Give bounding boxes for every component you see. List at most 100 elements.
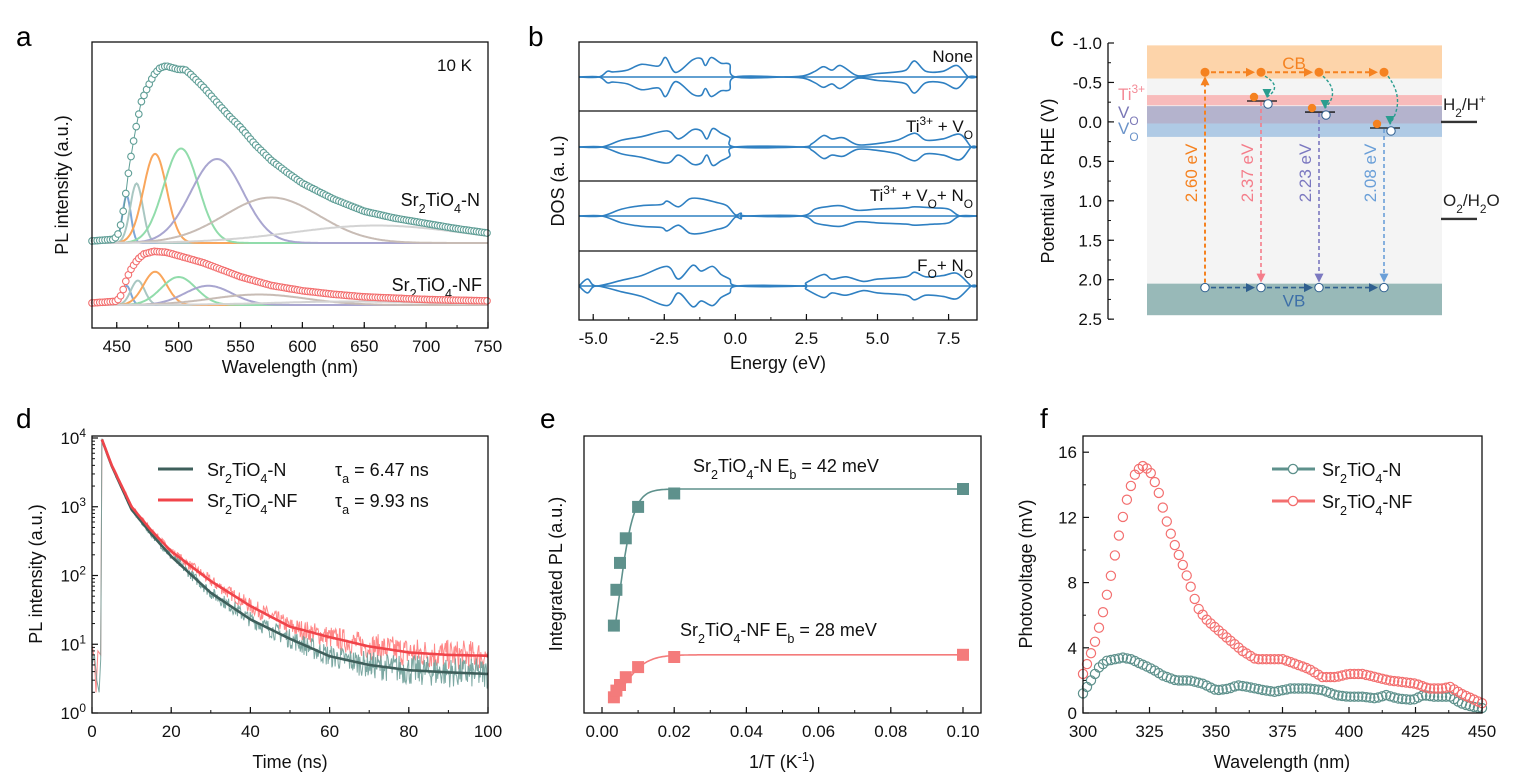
data-point (957, 483, 969, 495)
data-point (1333, 671, 1344, 682)
gaussian-component (104, 224, 489, 244)
series-1 (1077, 460, 1488, 709)
subplot-label: FO+ NO (917, 256, 973, 281)
series-0 (1077, 652, 1488, 714)
data-point (1384, 675, 1396, 686)
trapped-electron (1249, 92, 1259, 102)
dos-subplot-3: FO+ NO (578, 256, 978, 308)
arrowhead (1314, 273, 1324, 283)
band-label: VO (1118, 119, 1139, 144)
y-axis-label: PL intensity (a.u.) (52, 115, 72, 254)
dos-spin-down (578, 214, 978, 235)
arrowhead (1262, 88, 1272, 98)
data-point (1432, 683, 1444, 694)
series-1 (88, 247, 491, 307)
transition-0: 2.60 eV (1182, 76, 1210, 283)
legend-label: Sr2TiO4-NF (207, 491, 297, 517)
y-tick-label: 101 (60, 632, 86, 654)
data-point (1396, 693, 1408, 705)
data-point (614, 556, 626, 569)
data-point (1269, 686, 1280, 698)
data-point (1093, 622, 1105, 633)
y-tick-label: 8 (1068, 574, 1077, 593)
data-point (668, 487, 681, 500)
dos-subplot-2: Ti3+ + VO+ NO (578, 183, 978, 235)
x-tick-label: 0.08 (874, 722, 907, 741)
y-tick-label: 103 (60, 495, 86, 517)
data-point (1169, 539, 1181, 551)
trapping-arrow (1264, 75, 1276, 98)
plot-frame (578, 41, 978, 321)
electron (1314, 67, 1324, 77)
subplot-label: Ti3+ + VO+ NO (870, 183, 973, 211)
panel-letter-f: f (1040, 403, 1048, 434)
transition-energy-label: 2.60 eV (1182, 143, 1201, 202)
x-tick-label: 400 (1335, 722, 1363, 741)
data-point (1253, 683, 1264, 695)
data-point (1181, 675, 1192, 686)
panel-b: b Energy (eV) DOS (a. u.) None Ti3+ + VO T… (528, 21, 978, 373)
x-tick-label: 425 (1401, 722, 1429, 741)
data-point (1261, 685, 1272, 696)
data-point (1241, 681, 1252, 692)
electron (1200, 67, 1210, 77)
data-point (1113, 653, 1125, 664)
y-tick-label: 12 (1058, 508, 1077, 527)
y-axis-label: Integrated PL (a.u.) (546, 497, 566, 651)
x-tick-label: 700 (412, 337, 440, 356)
data-point (1369, 693, 1380, 704)
decay-fit (100, 439, 488, 676)
x-tick-label: 7.5 (937, 329, 961, 348)
x-axis-label: Energy (eV) (730, 353, 826, 373)
x-tick-label: 450 (103, 337, 131, 356)
data-point (1329, 689, 1340, 700)
data-point (1341, 691, 1352, 702)
data-point (1273, 654, 1284, 665)
gaussian-component (104, 293, 488, 306)
data-point (1305, 683, 1316, 694)
arrhenius-fit (613, 488, 963, 631)
y-tick-label: 0.0 (1078, 113, 1102, 132)
data-point (1217, 684, 1228, 695)
data-point (1349, 691, 1360, 702)
data-point (1373, 692, 1384, 703)
data-point (1257, 654, 1268, 665)
data-point (483, 229, 491, 237)
data-point (1145, 467, 1157, 479)
data-point (607, 619, 620, 632)
x-tick-label: 600 (288, 337, 316, 356)
data-point (1321, 671, 1332, 683)
data-point (1373, 672, 1384, 684)
data-point (1189, 676, 1200, 687)
hole (1314, 282, 1324, 293)
x-tick-label: 0.04 (730, 722, 763, 741)
trapped-electron (1372, 119, 1382, 129)
data-point (1265, 686, 1276, 697)
y-tick-label: 100 (60, 701, 86, 723)
transition-2: 2.23 eV (1296, 75, 1335, 283)
data-point (1337, 690, 1348, 702)
subplot-label: Ti3+ + VO (906, 114, 973, 142)
data-point (124, 169, 133, 178)
data-point (1257, 684, 1268, 696)
data-point (1121, 494, 1133, 505)
data-point (1297, 683, 1308, 694)
x-axis-label: 1/T (K-1) (749, 750, 815, 772)
x-tick-label: 0.02 (658, 722, 691, 741)
data-point (1317, 671, 1328, 683)
data-point (1400, 694, 1412, 705)
y-tick-label: 1.5 (1078, 231, 1102, 250)
data-point (1289, 683, 1300, 694)
y-axis-label: Potential vs RHE (V) (1038, 98, 1058, 263)
dos-subplot-0: None (578, 47, 978, 98)
panel-letter-b: b (528, 21, 544, 52)
panel-a: a Wavelength (nm) PL intensity (a.u.) 10… (16, 21, 502, 377)
data-point (1109, 654, 1121, 665)
data-point (137, 97, 146, 106)
data-point (1313, 684, 1324, 695)
data-point (1261, 654, 1272, 665)
data-point (1113, 530, 1125, 541)
band-label: CB (1282, 54, 1306, 73)
data-point (1269, 654, 1280, 665)
